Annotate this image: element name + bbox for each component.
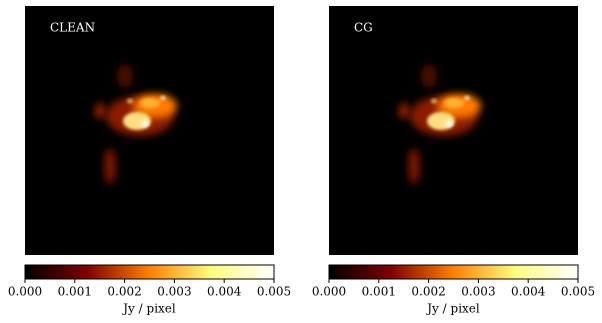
- x-tick-label: 0.004: [207, 285, 242, 299]
- x-tick-label: 0.001: [58, 285, 92, 299]
- emission: [95, 103, 105, 119]
- emission: [444, 98, 464, 108]
- x-tick-label: 0.005: [257, 285, 291, 299]
- image-panel: [329, 6, 578, 255]
- panel-label: CLEAN: [50, 21, 95, 35]
- emission: [427, 112, 455, 130]
- emission: [399, 103, 409, 119]
- colorbar: [328, 264, 579, 280]
- panel-label: CG: [354, 21, 373, 35]
- emission: [141, 121, 149, 127]
- colorbar: [24, 264, 275, 280]
- x-tick-label: 0.000: [312, 285, 346, 299]
- emission: [123, 112, 151, 130]
- emission: [160, 96, 166, 100]
- emission: [431, 99, 437, 103]
- x-tick-label: 0.005: [561, 285, 595, 299]
- emission: [117, 64, 133, 88]
- x-tick-label: 0.001: [362, 285, 396, 299]
- x-tick-label: 0.002: [411, 285, 445, 299]
- colorbar-label: Jy / pixel: [121, 302, 176, 316]
- colorbar-label: Jy / pixel: [425, 302, 480, 316]
- emission: [104, 148, 116, 184]
- emission: [140, 98, 160, 108]
- emission: [445, 121, 453, 127]
- emission: [421, 64, 437, 88]
- emission: [127, 99, 133, 103]
- x-tick-label: 0.004: [511, 285, 546, 299]
- emission: [408, 148, 420, 184]
- image-panel: [25, 6, 274, 255]
- x-tick-label: 0.003: [157, 285, 191, 299]
- x-tick-label: 0.003: [461, 285, 495, 299]
- emission: [464, 96, 470, 100]
- x-tick-label: 0.000: [8, 285, 42, 299]
- x-tick-label: 0.002: [107, 285, 141, 299]
